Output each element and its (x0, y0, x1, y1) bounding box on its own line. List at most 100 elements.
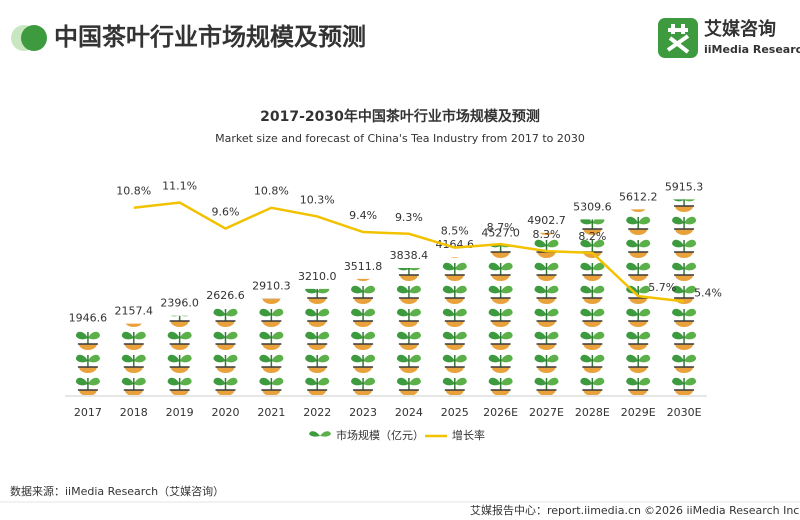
leaf (489, 148, 501, 156)
leaf (317, 148, 329, 156)
pictograph-bar (442, 183, 467, 395)
leaf (546, 354, 559, 363)
leaf (501, 171, 513, 179)
pot (170, 390, 189, 395)
leaf (88, 263, 100, 271)
x-tick-label: 2024 (395, 406, 423, 419)
leaf (180, 263, 192, 271)
leaf (134, 286, 146, 294)
pot (171, 160, 189, 166)
leaf (488, 262, 501, 271)
leaf (488, 377, 501, 386)
pot (446, 183, 464, 189)
leaf (76, 171, 88, 179)
legend-icon (309, 431, 331, 437)
leaf (259, 354, 272, 363)
leaf (489, 194, 501, 202)
leaf (87, 377, 100, 386)
value-label: 4527.0 (481, 226, 520, 239)
pot (583, 298, 602, 304)
pot (538, 183, 556, 189)
leaf (409, 171, 421, 179)
leaf (396, 308, 409, 317)
leaf (213, 377, 226, 386)
growth-line (133, 201, 685, 303)
leaf (409, 148, 421, 156)
leaf (638, 239, 651, 248)
pot (262, 321, 281, 327)
leaf (363, 308, 376, 317)
pot (583, 367, 602, 373)
pot (125, 252, 143, 258)
pot (308, 367, 327, 373)
pot (537, 367, 556, 373)
leaf (500, 377, 513, 386)
leaf (180, 148, 192, 156)
pot (491, 275, 510, 281)
leaf (134, 217, 146, 225)
leaf (181, 315, 189, 317)
leaf (259, 217, 271, 225)
pot (217, 252, 235, 258)
leaf (122, 171, 134, 179)
x-tick-label: 2028E (575, 406, 610, 419)
leaf (397, 194, 409, 202)
value-label: 2396.0 (160, 297, 199, 310)
leaf (225, 377, 238, 386)
leaf (626, 377, 639, 386)
leaf (363, 331, 376, 340)
x-tick-label: 2030E (667, 406, 702, 419)
pot (79, 275, 97, 281)
pictograph-bar (121, 171, 146, 395)
leaf (320, 431, 331, 437)
value-label: 2626.6 (206, 289, 245, 302)
pot (629, 298, 648, 304)
pot (583, 229, 602, 235)
leaf (500, 262, 513, 271)
pot (79, 160, 97, 166)
leaf (351, 194, 363, 202)
pot (354, 321, 373, 327)
leaf (626, 171, 638, 179)
pot (308, 344, 327, 350)
pot (537, 252, 556, 258)
leaf (443, 217, 455, 225)
leaf (351, 331, 364, 340)
leaf (442, 308, 455, 317)
value-label: 5915.3 (665, 180, 704, 193)
pot (262, 298, 281, 304)
leaf (638, 285, 651, 294)
leaf (672, 216, 685, 225)
pictograph-bar (213, 160, 238, 395)
pot (539, 232, 554, 235)
pot (217, 160, 235, 166)
pot (354, 367, 373, 373)
leaf (88, 286, 100, 294)
leaf (305, 308, 318, 317)
x-tick-label: 2026E (483, 406, 518, 419)
value-label: 2910.3 (252, 280, 291, 293)
leaf (592, 239, 605, 248)
leaf (214, 171, 226, 179)
leaf (534, 308, 547, 317)
leaf (626, 148, 638, 156)
pot (491, 298, 510, 304)
pictograph-bar (626, 148, 651, 395)
leaf (442, 285, 455, 294)
pot (445, 390, 464, 395)
value-label: 5612.2 (619, 190, 658, 203)
leaf (259, 148, 271, 156)
leaf (408, 331, 421, 340)
leaf (88, 171, 100, 179)
pot (124, 344, 143, 350)
leaf (180, 240, 192, 248)
value-label: 5.7% (648, 281, 676, 294)
leaf (638, 148, 650, 156)
legend-label: 增长率 (452, 428, 485, 442)
leaf (547, 171, 559, 179)
pictograph-bar (305, 148, 330, 396)
leaf (87, 354, 100, 363)
pot (399, 367, 418, 373)
pot (308, 298, 327, 304)
leaf (535, 148, 547, 156)
